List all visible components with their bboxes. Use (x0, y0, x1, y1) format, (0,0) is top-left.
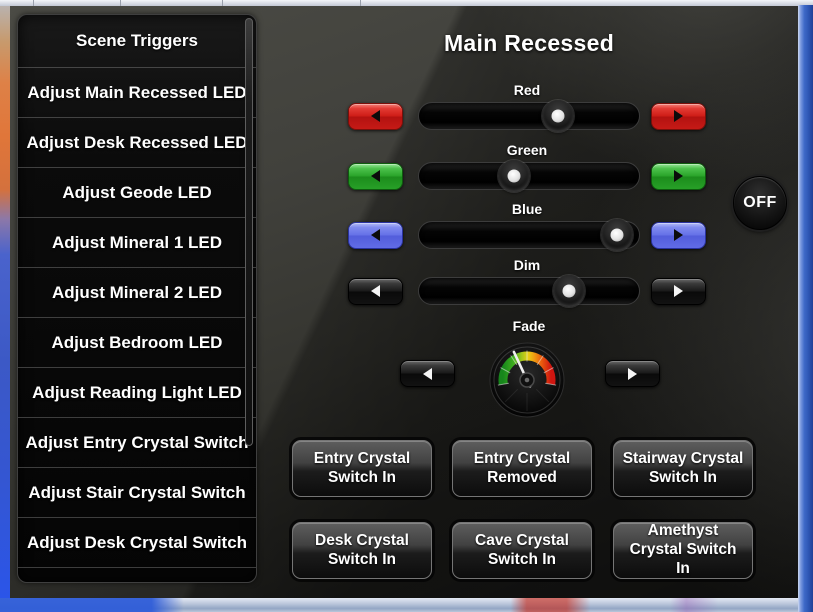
sidebar-item-adjust-main-recessed-led[interactable]: Adjust Main Recessed LED (18, 67, 256, 117)
slider-thumb[interactable] (601, 219, 633, 251)
sidebar-item-adjust-mineral-2-led[interactable]: Adjust Mineral 2 LED (18, 267, 256, 317)
slider-label-dim: Dim (513, 257, 541, 273)
red-increase-button[interactable] (651, 102, 706, 130)
sidebar-item-adjust-stair-crystal-switch[interactable]: Adjust Stair Crystal Switch (18, 467, 256, 517)
arrow-left-icon (423, 367, 432, 380)
dim-slider-track[interactable] (418, 275, 640, 307)
arrow-left-icon (371, 110, 380, 122)
arrow-right-icon (674, 110, 683, 122)
sidebar: Scene Triggers Adjust Main Recessed LED … (17, 14, 257, 583)
arrow-right-icon (628, 367, 637, 380)
sidebar-item-adjust-entry-crystal-switch[interactable]: Adjust Entry Crystal Switch (18, 417, 256, 467)
sidebar-item-adjust-reading-light-led[interactable]: Adjust Reading Light LED (18, 367, 256, 417)
dim-decrease-button[interactable] (348, 277, 403, 305)
sidebar-item-adjust-mineral-1-led[interactable]: Adjust Mineral 1 LED (18, 217, 256, 267)
thumb-dot (551, 109, 565, 123)
sidebar-item-scene-triggers[interactable]: Scene Triggers (76, 31, 198, 50)
main-panel: Main Recessed Red Green (260, 6, 798, 598)
slider-label-blue: Blue (511, 201, 543, 217)
green-slider-track[interactable] (418, 160, 640, 192)
entry-crystal-removed-button[interactable]: Entry Crystal Removed (452, 440, 592, 497)
arrow-left-icon (371, 229, 380, 241)
arrow-right-icon (674, 229, 683, 241)
sidebar-item-empty (18, 567, 256, 582)
touch-panel: Scene Triggers Adjust Main Recessed LED … (10, 6, 798, 598)
slider-thumb[interactable] (541, 100, 574, 132)
slider-row-blue: Blue (348, 201, 706, 252)
slider-row-red: Red (348, 82, 706, 133)
sidebar-item-adjust-desk-crystal-switch[interactable]: Adjust Desk Crystal Switch (18, 517, 256, 567)
blue-increase-button[interactable] (651, 221, 706, 249)
red-slider-track[interactable] (418, 100, 640, 132)
thumb-dot (610, 228, 624, 242)
red-decrease-button[interactable] (348, 102, 403, 130)
arrow-right-icon (674, 285, 683, 297)
page-title: Main Recessed (443, 30, 615, 56)
off-button[interactable]: OFF (733, 176, 787, 230)
entry-crystal-switch-in-button[interactable]: Entry Crystal Switch In (292, 440, 432, 497)
arrow-right-icon (674, 170, 683, 182)
slider-label-red: Red (513, 82, 541, 98)
desktop-edge-left (0, 6, 10, 598)
blue-slider-track[interactable] (418, 219, 640, 251)
fade-gauge (489, 342, 565, 418)
window-border-bottom (0, 598, 798, 612)
green-increase-button[interactable] (651, 162, 706, 190)
dim-increase-button[interactable] (651, 277, 706, 305)
amethyst-crystal-switch-in-button[interactable]: Amethyst Crystal Switch In (613, 522, 753, 579)
green-decrease-button[interactable] (348, 162, 403, 190)
cave-crystal-switch-in-button[interactable]: Cave Crystal Switch In (452, 522, 592, 579)
slider-row-green: Green (348, 142, 706, 193)
slider-thumb[interactable] (497, 160, 530, 192)
stairway-crystal-switch-in-button[interactable]: Stairway Crystal Switch In (613, 440, 753, 497)
window-border-right (798, 5, 813, 612)
sidebar-item-adjust-bedroom-led[interactable]: Adjust Bedroom LED (18, 317, 256, 367)
arrow-left-icon (371, 170, 380, 182)
sidebar-item-adjust-desk-recessed-led[interactable]: Adjust Desk Recessed LED (18, 117, 256, 167)
fade-increase-button[interactable] (605, 360, 660, 387)
blue-decrease-button[interactable] (348, 221, 403, 249)
slider-thumb[interactable] (552, 275, 585, 307)
slider-label-green: Green (506, 142, 548, 158)
slider-row-dim: Dim (348, 257, 706, 308)
desk-crystal-switch-in-button[interactable]: Desk Crystal Switch In (292, 522, 432, 579)
fade-label: Fade (512, 318, 546, 334)
thumb-dot (507, 169, 521, 183)
arrow-left-icon (371, 285, 380, 297)
sidebar-scrollbar[interactable] (245, 18, 253, 446)
thumb-dot (562, 284, 576, 298)
window-top-edge (0, 0, 813, 6)
sidebar-item-adjust-geode-led[interactable]: Adjust Geode LED (18, 167, 256, 217)
fade-decrease-button[interactable] (400, 360, 455, 387)
